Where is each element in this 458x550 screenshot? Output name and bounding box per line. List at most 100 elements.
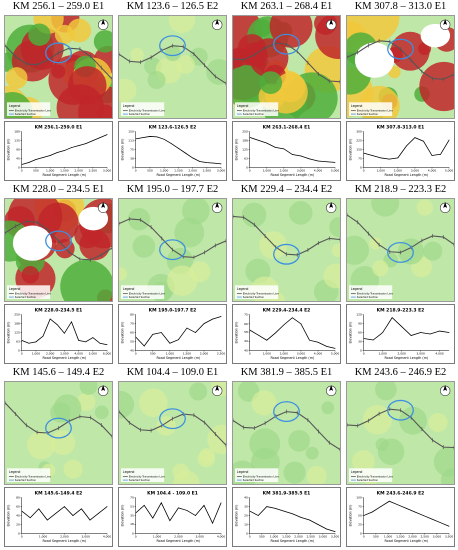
elevation-point — [429, 333, 431, 335]
elevation-point — [99, 342, 101, 344]
y-tick-label: 0 — [18, 165, 20, 169]
terrain-patch — [416, 199, 433, 216]
profile-title: KM 263.1-268.4 E1 — [263, 124, 311, 130]
elevation-point — [72, 515, 74, 516]
y-tick-label: 66 — [244, 322, 248, 326]
elevation-series-line — [135, 316, 222, 347]
terrain-patch — [207, 424, 226, 455]
terrain-patch — [306, 465, 327, 484]
x-tick-label: 1,000 — [160, 169, 169, 173]
terrain-patch — [233, 49, 246, 68]
y-tick-label: 125 — [242, 148, 248, 152]
terrain-patch — [440, 468, 454, 484]
elevation-profile-chart: KM 256.1-259.0 E1 0 500 1,000 1,500 2,000 2,50… — [4, 121, 113, 181]
elevation-point — [363, 152, 365, 154]
x-tick-label: 2,000 — [397, 352, 406, 356]
elevation-point — [149, 136, 151, 137]
x-tick-label: 2,500 — [203, 169, 212, 173]
elevation-point — [49, 155, 51, 156]
elevation-point — [71, 147, 72, 148]
y-tick-label: 113 — [128, 138, 134, 142]
north-arrow-icon — [211, 384, 223, 397]
elevation-point — [49, 318, 51, 320]
terrain-patch — [94, 405, 109, 420]
terrain-patch — [164, 45, 181, 62]
elevation-point — [266, 142, 268, 144]
elevation-profile-chart: KM 123.6-126.5 E2 0 500 1,000 1,500 2,000 2,50… — [118, 121, 227, 181]
y-tick-label: 250 — [14, 313, 20, 317]
elevation-point — [178, 148, 179, 149]
panel-title: KM 263.1 – 268.4 E1 — [240, 1, 333, 12]
y-tick-label: 45 — [16, 156, 20, 160]
terrain-patch — [119, 267, 128, 281]
elevation-map: Legend Electricity Transmission Line Selec… — [232, 15, 341, 119]
elevation-point — [169, 342, 171, 344]
elevation-profile-chart: KM 307.8-313.0 E1 0 1,000 2,000 3,000 4,000 5,… — [346, 121, 455, 181]
elevation-point — [220, 502, 222, 504]
elevation-point — [292, 513, 293, 515]
elevation-point — [380, 157, 382, 159]
y-axis-label: Elevation (m) — [234, 322, 238, 344]
x-tick-label: 500 — [147, 169, 153, 173]
elevation-point — [160, 332, 162, 333]
elevation-point — [382, 332, 384, 333]
y-tick-label: 58 — [244, 330, 248, 334]
legend-item-label: Electricity Transmission Line — [129, 475, 165, 479]
elevation-point — [371, 511, 373, 513]
elevation-point — [266, 506, 268, 507]
panel-title: KM 243.6 – 246.9 E2 — [354, 367, 447, 378]
elevation-map: Legend Electricity Transmission Line Selec… — [4, 198, 113, 302]
terrain-patch — [329, 217, 340, 238]
y-tick-label: 60 — [16, 505, 20, 509]
peak-patch — [12, 225, 53, 261]
x-tick-label: 5,000 — [89, 352, 98, 356]
selected-section-ellipse — [159, 239, 186, 261]
terrain-patch — [323, 263, 340, 289]
profile-title: KM 256.1-259.0 E1 — [35, 124, 83, 130]
profile-title: KM 307.8-313.0 E1 — [377, 124, 425, 130]
terrain-patch — [119, 78, 137, 103]
terrain-patch — [254, 19, 272, 37]
elevation-point — [143, 345, 145, 347]
elevation-point — [448, 332, 450, 333]
terrain-patch — [147, 71, 166, 90]
elevation-point — [178, 339, 179, 341]
x-tick-label: 0 — [21, 169, 23, 173]
selected-section-ellipse — [45, 417, 72, 439]
elevation-point — [212, 522, 213, 524]
elevation-point — [388, 500, 390, 502]
y-axis-label: Elevation (m) — [120, 322, 124, 344]
elevation-map: Legend Electricity Transmission Line Selec… — [4, 15, 113, 119]
y-tick-label: 49 — [244, 339, 248, 343]
y-axis-label: Elevation (m) — [6, 139, 10, 161]
terrain-patch — [331, 243, 340, 257]
y-tick-label: 30 — [244, 505, 248, 509]
elevation-point — [142, 137, 144, 138]
x-tick-label: 0 — [363, 352, 365, 356]
x-tick-label: 0 — [135, 352, 137, 356]
elevation-map: Legend Electricity Transmission Line Selec… — [232, 198, 341, 302]
x-tick-label: 5,000 — [331, 352, 340, 356]
elevation-point — [257, 139, 259, 141]
terrain-patch — [79, 229, 111, 261]
north-arrow-icon — [325, 384, 337, 397]
elevation-profile-chart: KM 263.1-268.4 E1 0 1,000 2,000 3,000 4,000 5,… — [232, 121, 341, 181]
y-tick-label: 40 — [130, 348, 134, 352]
legend-item-label: Selected Section — [15, 112, 37, 116]
elevation-point — [283, 324, 285, 326]
elevation-point — [249, 510, 251, 512]
elevation-point — [283, 148, 285, 150]
legend-title: Legend — [9, 470, 21, 474]
elevation-point — [92, 337, 94, 338]
elevation-point — [64, 506, 65, 507]
y-tick-label: 0 — [360, 165, 362, 169]
y-tick-label: 75 — [130, 148, 134, 152]
terrain-patch — [390, 31, 430, 71]
elevation-point — [28, 342, 30, 344]
terrain-patch — [419, 61, 454, 112]
x-tick-label: 1,500 — [396, 535, 405, 539]
legend-title: Legend — [123, 470, 135, 474]
terrain-patch — [305, 446, 319, 460]
